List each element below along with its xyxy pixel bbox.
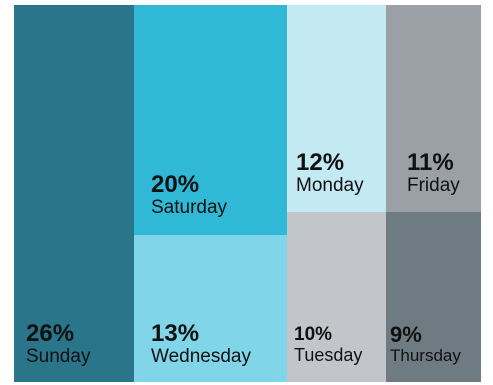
tile-sunday-percent: 26% [26,319,75,347]
tile-sunday-label: Sunday [26,346,91,368]
tile-monday-label: Monday [296,175,364,197]
tile-tuesday-percent: 10% [294,324,333,346]
tile-friday-percent: 11% [407,148,454,176]
tile-wednesday-percent: 13% [151,319,200,347]
tile-sunday: 26% Sunday [14,5,134,382]
tile-wednesday: 13% Wednesday [134,235,287,382]
tile-thursday-percent: 9% [390,322,422,348]
tile-tuesday-label: Tuesday [294,345,363,366]
tile-wednesday-label: Wednesday [151,346,251,368]
tile-tuesday: 10% Tuesday [287,212,386,382]
tile-saturday-label: Saturday [151,197,228,219]
tile-monday-percent: 12% [296,148,345,176]
tile-thursday-label: Thursday [390,346,461,366]
tile-friday: 11% Friday [386,5,481,212]
tile-monday: 12% Monday [287,5,386,212]
tile-thursday: 9% Thursday [386,212,481,382]
tile-saturday: 20% Saturday [134,5,287,235]
tile-friday-label: Friday [407,175,460,197]
tile-saturday-percent: 20% [151,170,200,198]
